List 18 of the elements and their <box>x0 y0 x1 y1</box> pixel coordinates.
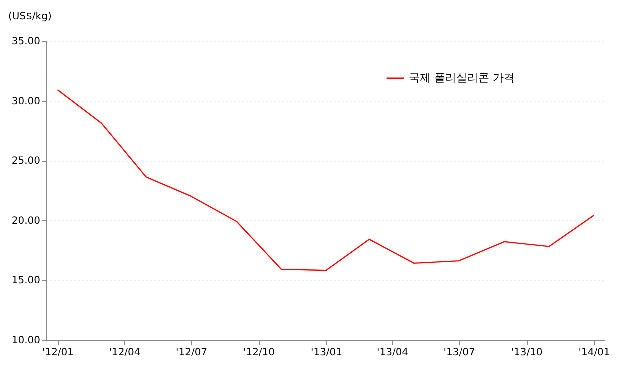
y-axis-title: (US$/kg) <box>8 12 52 22</box>
x-tick-label: '12/10 <box>243 348 276 358</box>
y-tick-label: 20.00 <box>12 216 40 227</box>
x-tick-label: '13/10 <box>511 348 543 358</box>
y-tick-label: 35.00 <box>12 36 40 48</box>
y-tick-label: 30.00 <box>12 96 40 108</box>
y-tick-label: 25.00 <box>12 156 40 168</box>
x-tick-label: '12/04 <box>109 348 141 358</box>
x-tick-label: '14/01 <box>578 348 610 358</box>
x-tick-label: '12/01 <box>42 348 74 358</box>
x-tick-label: '13/07 <box>444 348 476 358</box>
y-tick-label: 15.00 <box>12 276 40 287</box>
x-tick-label: '13/01 <box>310 348 343 358</box>
legend-label: 국제 폴리실리콘 가격 <box>409 72 515 84</box>
x-tick-label: '12/07 <box>176 348 208 358</box>
line-series <box>57 89 595 272</box>
y-tick-label: 10.00 <box>12 336 40 346</box>
x-tick-label: '13/04 <box>376 348 409 358</box>
